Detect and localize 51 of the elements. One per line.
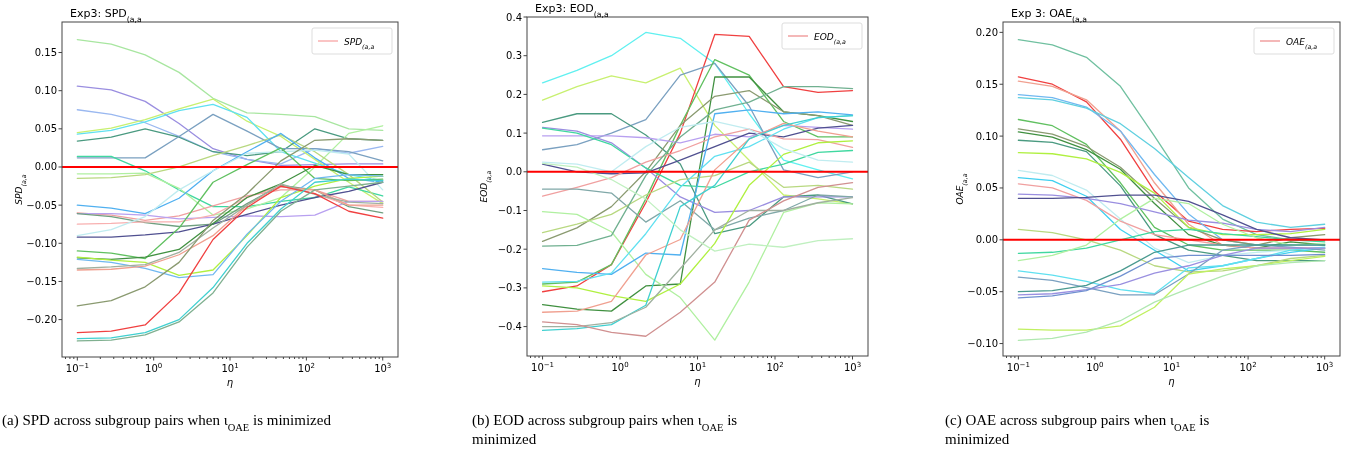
y-tick-label: −0.05 — [967, 286, 998, 298]
x-tick-label: 10$^{2}$ — [297, 362, 315, 374]
x-tick-label: 10$^{2}$ — [766, 361, 784, 373]
x-tick-label: 10$^{−1}$ — [1006, 361, 1030, 373]
legend-label: SPD$_{(a,a}$ — [344, 37, 375, 50]
x-tick-label: 10$^{0}$ — [145, 362, 163, 374]
y-tick-label: −0.4 — [497, 321, 522, 333]
y-tick-label: 0.3 — [506, 50, 522, 62]
y-tick-label: −0.20 — [26, 314, 57, 326]
chart-title: Exp3: EOD$_{(a,a}$ — [535, 2, 609, 19]
x-tick-label: 10$^{2}$ — [1239, 361, 1257, 373]
y-tick-label: −0.15 — [26, 275, 57, 287]
legend-label: OAE$_{(a,a}$ — [1286, 37, 1318, 50]
y-tick-label: 0.00 — [34, 161, 57, 173]
x-axis-title: η — [694, 376, 701, 387]
y-tick-label: −0.3 — [497, 282, 522, 294]
y-tick-label: 0.15 — [34, 47, 57, 59]
x-tick-label: 10$^{−1}$ — [531, 361, 555, 373]
x-tick-label: 10$^{1}$ — [1162, 361, 1181, 373]
y-tick-label: 0.15 — [975, 78, 998, 90]
x-axis-title: η — [226, 377, 234, 388]
text: (c) OAE across subgroup pairs when ι$_{OAE}$ is minimized — [945, 412, 1210, 447]
x-tick-label: 10$^{0}$ — [1086, 361, 1104, 373]
y-tick-label: 0.10 — [975, 130, 998, 142]
y-tick-label: 0.20 — [975, 26, 998, 38]
y-tick-label: −0.10 — [967, 338, 998, 350]
chart-title: Exp 3: OAE$_{(a,a}$ — [1011, 7, 1088, 24]
y-tick-label: 0.0 — [506, 166, 522, 178]
x-tick-label: 10$^{3}$ — [843, 361, 862, 373]
y-tick-label: 0.10 — [34, 85, 57, 97]
x-tick-label: 10$^{3}$ — [1316, 361, 1334, 373]
x-axis-title: η — [1168, 376, 1175, 387]
y-tick-label: 0.00 — [975, 234, 998, 246]
x-tick-label: 10$^{1}$ — [221, 362, 239, 374]
y-tick-label: 0.2 — [506, 88, 522, 100]
y-tick-label: −0.2 — [497, 243, 522, 255]
text: (a) SPD across subgroup pairs when ι$_{OAE}$ is minimized — [2, 412, 332, 433]
y-tick-label: −0.05 — [26, 199, 57, 211]
y-tick-label: −0.10 — [26, 237, 57, 249]
x-tick-label: 10$^{−1}$ — [65, 362, 89, 374]
y-tick-label: −0.1 — [497, 204, 522, 216]
text: (b) EOD across subgroup pairs when ι$_{OAE}$ is minimized — [472, 412, 738, 447]
x-tick-label: 10$^{1}$ — [688, 361, 707, 373]
chart-title: Exp3: SPD$_{(a,a}$ — [70, 7, 142, 24]
y-tick-label: 0.4 — [506, 11, 522, 23]
y-tick-label: 0.05 — [34, 123, 57, 135]
y-tick-label: 0.1 — [506, 127, 522, 139]
x-tick-label: 10$^{0}$ — [611, 361, 629, 373]
legend-label: EOD$_{(a,a}$ — [814, 32, 847, 45]
x-tick-label: 10$^{3}$ — [374, 362, 392, 374]
y-tick-label: 0.05 — [975, 182, 998, 194]
